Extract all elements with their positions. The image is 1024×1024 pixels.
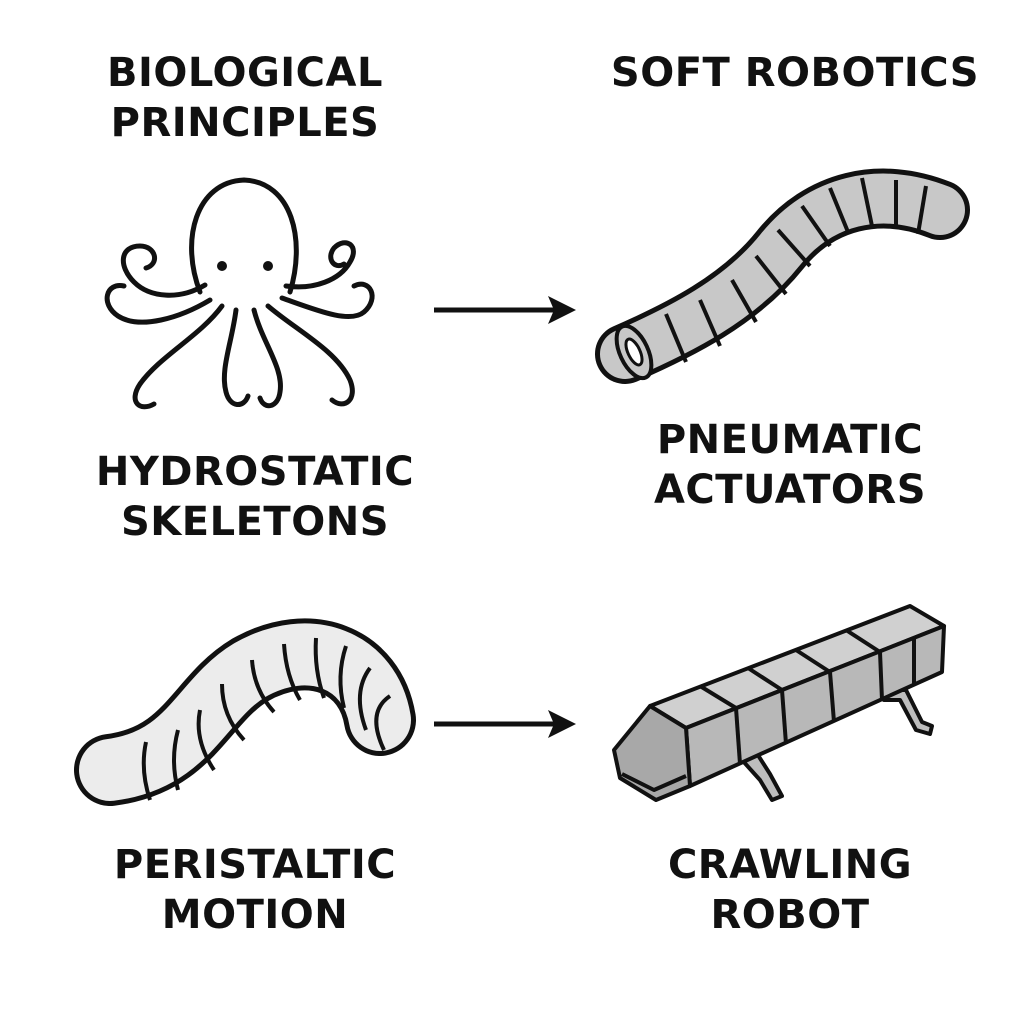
pneumatic-actuator-icon [595, 168, 970, 384]
worm-icon [74, 618, 416, 806]
row1-bio-line2: SKELETONS [120, 499, 389, 545]
label-peristaltic-motion: PERISTALTIC MOTION [60, 840, 450, 940]
header-soft-robotics: SOFT ROBOTICS [590, 48, 1000, 98]
row1-bio-line1: HYDROSTATIC [95, 449, 415, 495]
row2-bio-line2: MOTION [161, 892, 349, 938]
crawling-robot-icon [612, 604, 946, 802]
row2-robot-line1: CRAWLING [667, 842, 913, 888]
octopus-icon [104, 177, 375, 410]
label-pneumatic-actuators: PNEUMATIC ACTUATORS [600, 415, 980, 515]
row1-robot-line2: ACTUATORS [653, 467, 927, 513]
label-hydrostatic-skeletons: HYDROSTATIC SKELETONS [60, 447, 450, 547]
header-right-line1: SOFT ROBOTICS [610, 50, 980, 96]
header-left-line2: PRINCIPLES [110, 100, 380, 146]
arrow-right-icon [434, 296, 576, 324]
label-crawling-robot: CRAWLING ROBOT [600, 840, 980, 940]
arrow-right-icon [434, 710, 576, 738]
row2-robot-line2: ROBOT [710, 892, 870, 938]
header-biological-principles: BIOLOGICAL PRINCIPLES [60, 48, 430, 148]
header-left-line1: BIOLOGICAL [107, 50, 383, 96]
row1-robot-line1: PNEUMATIC [656, 417, 924, 463]
row2-bio-line1: PERISTALTIC [113, 842, 397, 888]
